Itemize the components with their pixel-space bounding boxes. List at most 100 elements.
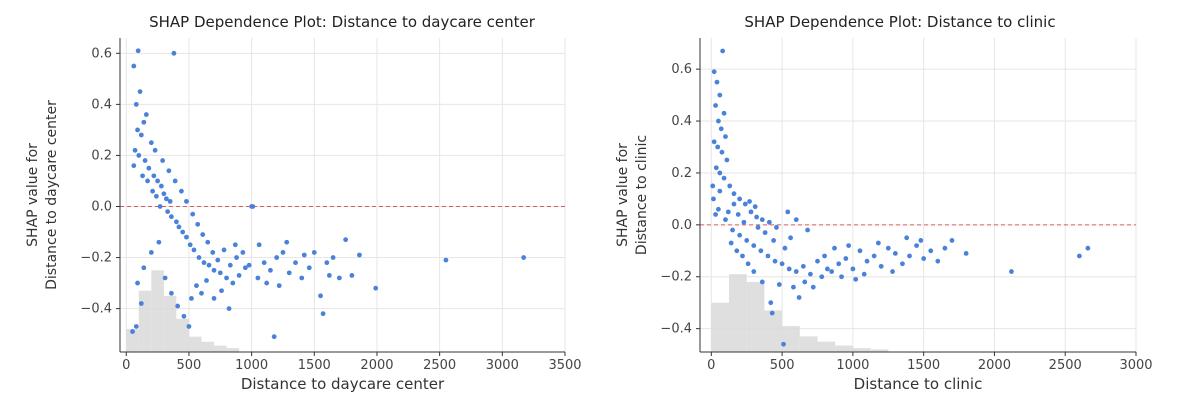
data-point	[717, 170, 723, 176]
data-point	[205, 239, 211, 245]
data-point	[766, 219, 772, 225]
x-tick-label: 1500	[907, 358, 940, 373]
data-point	[320, 311, 326, 317]
data-point	[276, 283, 282, 289]
data-point	[168, 290, 174, 296]
data-point	[146, 165, 152, 171]
data-point	[336, 275, 342, 281]
data-point	[155, 178, 161, 184]
x-tick-label: 3500	[548, 358, 581, 373]
data-point	[1076, 253, 1082, 259]
data-point	[786, 266, 792, 272]
data-point	[210, 250, 216, 255]
data-point	[160, 158, 166, 163]
data-point	[802, 279, 808, 285]
histogram-bar	[711, 302, 730, 352]
data-point	[187, 242, 193, 248]
data-point	[167, 198, 173, 204]
data-point	[190, 211, 196, 217]
data-point	[151, 173, 157, 179]
data-point	[918, 238, 924, 243]
data-point	[745, 261, 751, 267]
data-point	[776, 282, 782, 287]
data-point	[839, 274, 844, 280]
data-point	[815, 258, 820, 264]
data-point	[250, 204, 256, 209]
data-point	[717, 92, 723, 98]
histogram-bar	[226, 348, 240, 352]
data-point	[861, 271, 867, 277]
data-point	[206, 262, 212, 268]
data-point	[343, 237, 349, 243]
data-point	[171, 50, 177, 56]
data-point	[227, 262, 233, 268]
data-point	[284, 239, 290, 245]
data-point	[742, 201, 748, 207]
y-tick-label: −0.4	[660, 322, 692, 337]
data-point	[725, 209, 731, 215]
data-point	[721, 175, 727, 181]
data-point	[864, 258, 870, 264]
data-point	[734, 248, 740, 254]
x-tick-label: 2000	[978, 358, 1011, 373]
histogram-bar	[799, 336, 818, 352]
data-point	[713, 165, 719, 171]
data-point	[935, 258, 941, 264]
data-point	[165, 209, 171, 214]
data-point	[133, 324, 139, 329]
data-point	[717, 188, 723, 194]
histogram-bar	[852, 348, 871, 352]
data-point	[752, 204, 758, 210]
data-point	[711, 69, 717, 75]
data-point	[747, 199, 752, 204]
data-point	[904, 235, 910, 241]
data-point	[850, 266, 856, 272]
data-point	[181, 313, 187, 319]
data-point	[357, 252, 362, 258]
data-point	[221, 247, 227, 253]
data-point	[143, 112, 149, 117]
data-point	[301, 252, 307, 258]
x-tick-label: 500	[177, 358, 202, 373]
data-point	[174, 219, 179, 225]
data-point	[152, 147, 158, 153]
data-point	[324, 260, 330, 266]
data-point	[157, 204, 163, 209]
x-tick-label: 1500	[298, 358, 331, 373]
y-tick-label: 0.4	[91, 97, 112, 112]
x-axis-label: Distance to clinic	[854, 375, 983, 393]
data-point	[264, 280, 270, 286]
x-tick-label: 3000	[1119, 358, 1152, 373]
data-point	[791, 284, 796, 290]
data-point	[715, 144, 721, 150]
data-point	[148, 140, 154, 146]
data-point	[138, 301, 144, 306]
data-point	[720, 48, 726, 54]
data-point	[175, 303, 181, 309]
data-point	[759, 279, 765, 285]
data-point	[768, 300, 774, 306]
data-point	[274, 255, 280, 260]
y-tick-label: 0.6	[671, 62, 692, 77]
data-point	[1009, 269, 1014, 274]
data-point	[810, 284, 816, 290]
data-point	[735, 212, 741, 217]
data-point	[779, 261, 785, 267]
y-axis-label: Distance to clinic	[634, 135, 650, 255]
data-point	[326, 273, 332, 278]
histogram-bar	[870, 349, 889, 352]
data-point	[885, 245, 891, 251]
x-tick-label: 0	[122, 358, 130, 373]
data-point	[711, 196, 716, 202]
y-tick-label: −0.4	[80, 302, 112, 317]
data-point	[443, 257, 449, 263]
y-axis-label: SHAP value for	[25, 143, 41, 247]
histogram-bar	[746, 281, 765, 352]
data-point	[796, 295, 802, 300]
x-tick-label: 2500	[423, 358, 456, 373]
data-point	[172, 178, 178, 184]
data-point	[878, 263, 884, 269]
data-point	[153, 193, 159, 199]
data-point	[963, 250, 969, 256]
data-point	[771, 238, 777, 243]
